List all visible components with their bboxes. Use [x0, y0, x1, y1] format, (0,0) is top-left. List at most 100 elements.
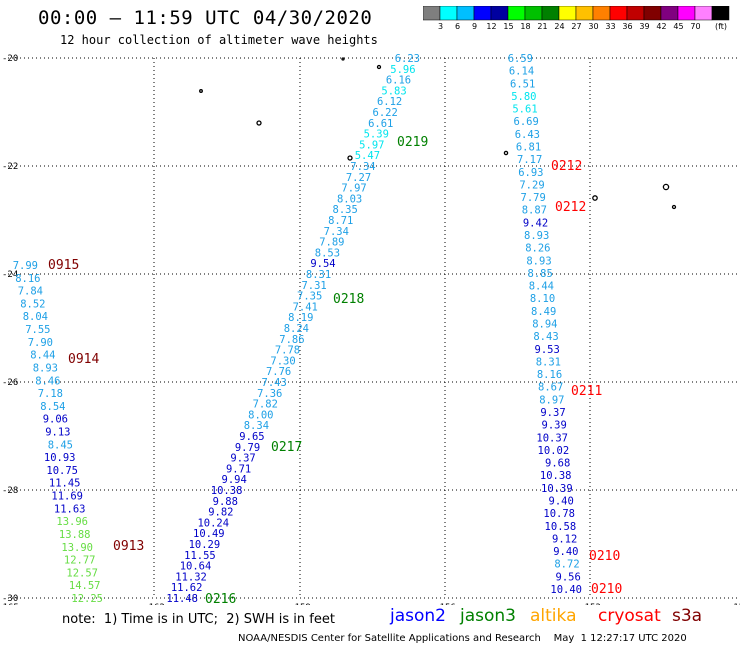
swh-value: 7.36: [257, 388, 282, 400]
x-tick-label: -165: [0, 603, 19, 605]
swh-value: 6.12: [377, 96, 402, 108]
swh-value: 7.35: [297, 291, 322, 303]
swh-value: 11.62: [171, 582, 203, 594]
y-tick-label: -26: [2, 378, 18, 388]
swh-value: 8.26: [525, 243, 550, 255]
color-scale-label: 39: [639, 22, 650, 31]
island: [376, 64, 382, 70]
swh-value: 6.43: [515, 129, 540, 141]
page-subtitle: 12 hour collection of altimeter wave hei…: [60, 33, 378, 47]
x-tick-label: -156: [434, 603, 456, 605]
legend-jason3: jason3: [460, 606, 516, 626]
swh-value: 10.29: [189, 539, 221, 551]
page-title: 00:00 – 11:59 UTC 04/30/2020: [38, 7, 373, 29]
swh-value: 9.88: [213, 496, 238, 508]
swh-value: 6.61: [368, 118, 393, 130]
swh-value: 7.55: [25, 324, 50, 336]
island: [256, 120, 262, 126]
swh-value: 6.14: [509, 66, 534, 78]
swh-value: 7.41: [293, 301, 318, 313]
swh-value: 8.16: [15, 273, 40, 285]
swh-value: 8.44: [30, 350, 55, 362]
color-scale-bar: [423, 6, 730, 21]
island: [592, 195, 598, 201]
swh-value: 6.81: [516, 142, 541, 154]
swh-value: 8.94: [532, 319, 557, 331]
swh-value: 8.19: [288, 312, 313, 324]
swh-value: 8.34: [244, 420, 269, 432]
island: [503, 150, 509, 156]
swh-value: 13.90: [61, 542, 93, 554]
color-scale-label: 24: [554, 22, 565, 31]
swh-value: 10.78: [543, 508, 575, 520]
axis-ticks: -165 -162 -159 -156 -153 -15 -20 -22 -24 -26 -28 -3…: [0, 54, 740, 605]
swh-value: 12.25: [71, 593, 103, 605]
swh-value: 9.71: [226, 463, 251, 475]
swh-value: 11.63: [54, 503, 86, 515]
swh-value: 10.39: [541, 483, 573, 495]
swh-value: 7.18: [38, 388, 63, 400]
pass-time-label: 0212: [551, 159, 582, 174]
swh-value: 9.65: [239, 431, 264, 443]
swh-value: 7.30: [270, 355, 295, 367]
swh-value: 9.37: [230, 453, 255, 465]
legend-cryosat: cryosat: [598, 606, 661, 626]
color-scale-label: 9: [471, 22, 478, 31]
swh-value: 10.49: [193, 528, 225, 540]
swh-value: 11.69: [51, 491, 83, 503]
swh-value: 10.24: [197, 517, 229, 529]
swh-value: 9.40: [549, 496, 574, 508]
y-tick-label: -22: [2, 162, 18, 172]
legend-jason2: jason2: [390, 606, 446, 626]
swh-value: 7.78: [275, 345, 300, 357]
island: [347, 155, 353, 161]
swh-value: 10.40: [550, 584, 582, 596]
wave-height-map: -165 -162 -159 -156 -153 -15 -20 -22 -24 -26 -28 -3…: [0, 53, 740, 605]
swh-value: 8.97: [539, 394, 564, 406]
swh-value: 8.87: [522, 205, 547, 217]
swh-value: 10.64: [180, 561, 212, 573]
swh-value: 8.53: [315, 247, 340, 259]
swh-value: 8.52: [20, 298, 45, 310]
island: [199, 89, 203, 93]
swh-value: 7.82: [253, 399, 278, 411]
swh-value: 10.75: [46, 465, 78, 477]
island: [671, 204, 677, 210]
swh-value: 6.59: [508, 53, 533, 65]
swh-value: 6.69: [514, 116, 539, 128]
color-scale-labels: 3 6 9 12 15 18 21 24 27 30 33 36 39 42 45 70 (ft): [423, 22, 729, 36]
pass-time-label: 0914: [68, 352, 99, 367]
pass-time-label: 0210: [589, 549, 620, 564]
swh-value: 8.03: [337, 193, 362, 205]
swh-value: 7.27: [346, 172, 371, 184]
swh-value: 11.45: [49, 478, 81, 490]
color-scale-label: 42: [656, 22, 667, 31]
pass-time-label: 0218: [333, 292, 364, 307]
swh-value: 8.31: [536, 356, 561, 368]
color-scale-label: 3: [437, 22, 444, 31]
y-tick-label: -28: [2, 486, 18, 496]
swh-value: 7.31: [301, 280, 326, 292]
swh-value: 5.61: [512, 104, 537, 116]
swh-value: 10.58: [545, 521, 577, 533]
swh-value: 9.37: [540, 407, 565, 419]
swh-value: 8.44: [529, 281, 554, 293]
swh-value: 8.93: [524, 230, 549, 242]
swh-value: 9.42: [523, 217, 548, 229]
swh-value: 12.57: [66, 567, 98, 579]
swh-value: 7.90: [28, 337, 53, 349]
swh-value: 8.49: [531, 306, 556, 318]
pass-time-label: 0212: [555, 200, 586, 215]
swh-value: 11.48: [166, 593, 198, 605]
swh-value: 5.83: [381, 85, 406, 97]
color-scale-label: 33: [605, 22, 616, 31]
pass-time-label: 0219: [397, 135, 428, 150]
swh-value: 7.76: [266, 366, 291, 378]
swh-value: 5.97: [359, 139, 384, 151]
swh-value: 9.68: [545, 458, 570, 470]
swh-value: 5.47: [355, 150, 380, 162]
swh-value: 11.32: [175, 571, 207, 583]
pass-time-label: 0217: [271, 440, 302, 455]
swh-value: 8.67: [538, 382, 563, 394]
swh-value: 8.10: [530, 293, 555, 305]
